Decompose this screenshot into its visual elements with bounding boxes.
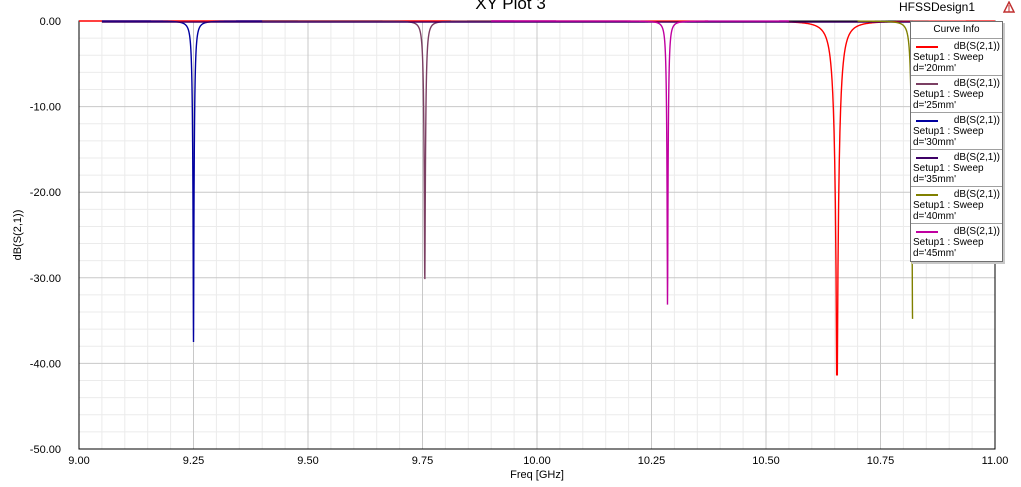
legend-swatch [916,119,938,122]
x-tick-label: 9.50 [297,455,318,467]
legend-item[interactable]: dB(S(2,1)) Setup1 : Sweep d='25mm' [911,76,1002,113]
legend-item[interactable]: dB(S(2,1)) Setup1 : Sweep d='20mm' [911,39,1002,76]
legend-setup-label: Setup1 : Sweep [913,163,984,174]
legend-series-name: dB(S(2,1)) [953,152,1000,163]
legend-series-name: dB(S(2,1)) [953,115,1000,126]
y-tick-label: -40.00 [30,358,61,370]
x-tick-label: 10.00 [523,455,551,467]
series-line-d30mm [101,20,263,343]
y-tick-label: -20.00 [30,187,61,199]
legend-swatch [916,230,938,233]
x-tick-label: 9.00 [68,455,89,467]
legend-swatch [916,45,938,48]
x-axis-label: Freq [GHz] [510,469,564,481]
legend-param-label: d='25mm' [913,100,957,111]
legend-swatch [916,82,938,85]
y-tick-label: -30.00 [30,273,61,285]
series-line-d25mm [262,20,515,280]
legend-swatch [916,156,938,159]
y-tick-label: -50.00 [30,444,61,456]
legend-param-label: d='35mm' [913,174,957,185]
x-tick-label: 9.75 [412,455,433,467]
y-tick-label: -10.00 [30,102,61,114]
x-tick-label: 10.50 [752,455,780,467]
legend-series-name: dB(S(2,1)) [953,189,1000,200]
legend-setup-label: Setup1 : Sweep [913,126,984,137]
x-tick-label: 11.00 [982,455,1009,467]
chart-title: XY Plot 3 [475,0,546,13]
y-tick-label: 0.00 [40,16,61,28]
x-tick-label: 9.25 [183,455,204,467]
series-line-d45mm [491,20,789,305]
legend-item[interactable]: dB(S(2,1)) Setup1 : Sweep d='40mm' [911,187,1002,224]
legend-item-row: dB(S(2,1)) [913,189,1000,200]
legend-series-name: dB(S(2,1)) [953,78,1000,89]
legend-param-label: d='40mm' [913,211,957,222]
legend-param-label: d='20mm' [913,63,957,74]
legend-param-label: d='30mm' [913,137,957,148]
legend-setup-label: Setup1 : Sweep [913,52,984,63]
x-tick-label: 10.75 [867,455,895,467]
series-line-d40mm [857,20,914,319]
legend-setup-label: Setup1 : Sweep [913,89,984,100]
legend-header: Curve Info [911,22,1002,39]
x-tick-label: 10.25 [638,455,666,467]
legend-setup-label: Setup1 : Sweep [913,200,984,211]
legend-item-row: dB(S(2,1)) [913,115,1000,126]
legend-item-row: dB(S(2,1)) [913,41,1000,52]
y-axis-label: dB(S(2,1)) [12,210,24,261]
legend-item[interactable]: dB(S(2,1)) Setup1 : Sweep d='45mm' [911,224,1002,261]
design-name: HFSSDesign1 [898,0,975,14]
legend-item-row: dB(S(2,1)) [913,78,1000,89]
legend-series-name: dB(S(2,1)) [953,41,1000,52]
legend-item-row: dB(S(2,1)) [913,152,1000,163]
curve-info-legend[interactable]: Curve Info dB(S(2,1)) Setup1 : Sweep d='20… [910,21,1003,262]
ansys-logo-icon [1003,1,1015,13]
legend-item[interactable]: dB(S(2,1)) Setup1 : Sweep d='35mm' [911,150,1002,187]
legend-setup-label: Setup1 : Sweep [913,237,984,248]
legend-item[interactable]: dB(S(2,1)) Setup1 : Sweep d='30mm' [911,113,1002,150]
legend-series-name: dB(S(2,1)) [953,226,1000,237]
legend-param-label: d='45mm' [913,248,957,259]
legend-swatch [916,193,938,196]
legend-item-row: dB(S(2,1)) [913,226,1000,237]
